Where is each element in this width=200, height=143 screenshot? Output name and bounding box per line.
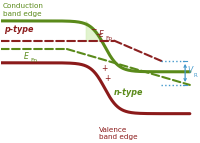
Text: −: − [90, 25, 97, 34]
Text: +: + [102, 64, 108, 73]
Text: Conduction
band edge: Conduction band edge [3, 3, 43, 17]
Text: Fp: Fp [106, 36, 113, 41]
Text: n-type: n-type [114, 88, 144, 97]
Text: p-type: p-type [4, 25, 34, 34]
Text: Fn: Fn [30, 58, 37, 63]
Text: E: E [99, 30, 104, 39]
Text: −: − [95, 30, 101, 39]
Text: R: R [193, 73, 197, 78]
Text: +: + [104, 75, 111, 84]
Text: V: V [187, 66, 192, 75]
Text: Valence
band edge: Valence band edge [99, 127, 138, 140]
Text: E: E [23, 52, 28, 61]
